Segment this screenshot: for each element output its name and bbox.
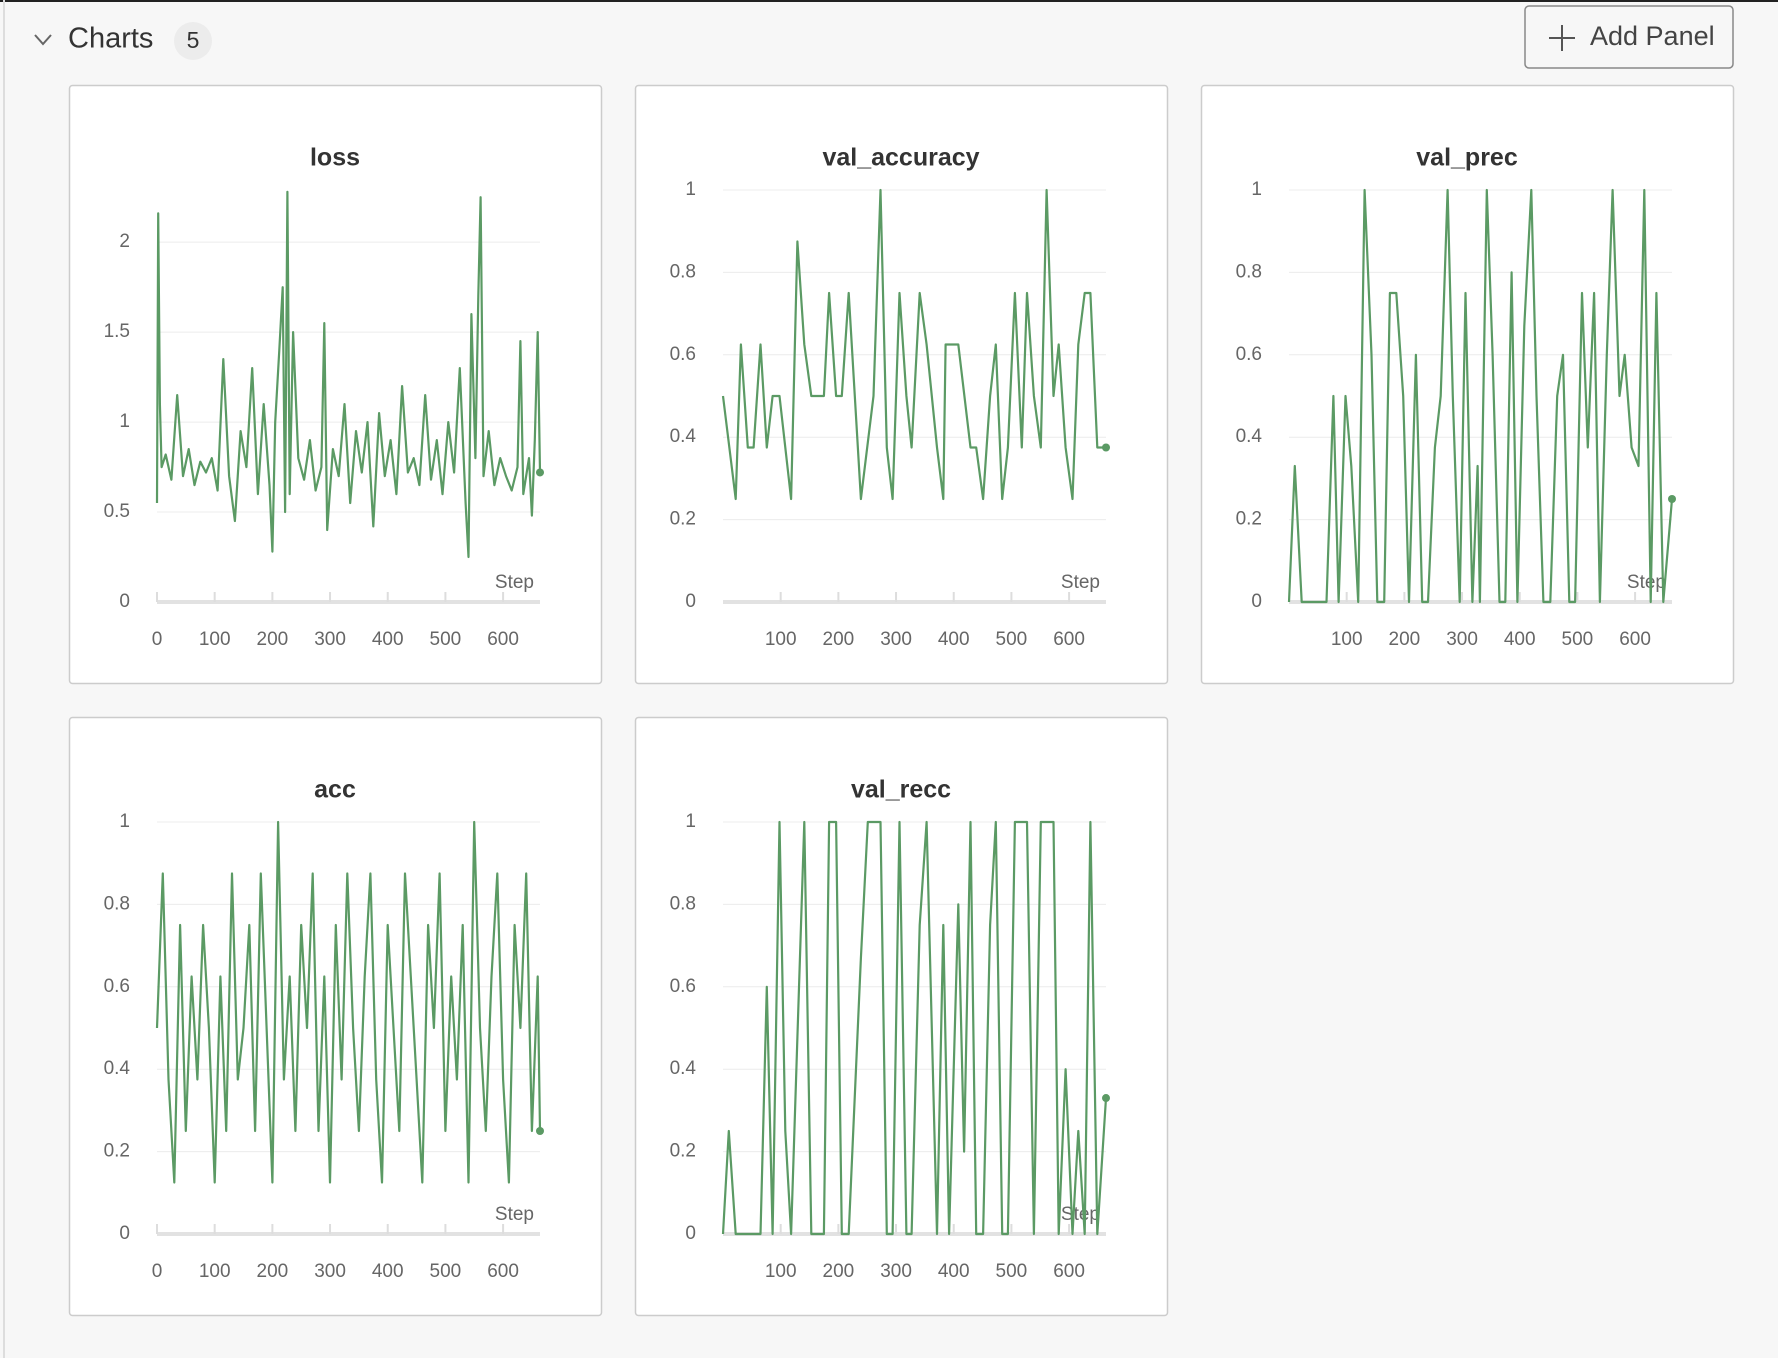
- top-border: [0, 0, 1778, 2]
- chart-panel: val_accuracy 0 0.2 0.4 0.6 0.8 1 100 200 300 400 50…: [634, 84, 1169, 685]
- x-tick-label: 0: [152, 1261, 163, 1282]
- plus-icon: [1549, 25, 1575, 51]
- y-tick-label: 0: [685, 1223, 696, 1244]
- x-axis-label: Step: [1627, 572, 1666, 593]
- y-tick-label: 0.2: [670, 509, 696, 530]
- y-tick-label: 0.2: [104, 1141, 130, 1162]
- y-tick-label: 0: [1251, 591, 1262, 612]
- chart-panel: val_prec 0 0.2 0.4 0.6 0.8 1 100 200 300 400 500 600…: [1200, 84, 1735, 685]
- x-tick-label: 300: [880, 629, 912, 650]
- y-tick-label: 0.2: [670, 1141, 696, 1162]
- y-tick-label: 1.5: [104, 321, 130, 342]
- y-tick-label: 0.4: [670, 1058, 697, 1079]
- last-point: [1102, 1094, 1110, 1103]
- last-point: [536, 1127, 544, 1135]
- series-line: [721, 820, 1108, 1236]
- button-frame[interactable]: [1524, 5, 1734, 69]
- y-tick-label: 0.6: [104, 976, 130, 997]
- y-tick-label: 1: [1251, 179, 1262, 200]
- x-tick-label: 100: [199, 629, 231, 650]
- x-tick-label: 200: [823, 1261, 855, 1282]
- series-line: [155, 820, 542, 1184]
- x-tick-label: 300: [1446, 629, 1478, 650]
- y-tick-label: 0: [119, 1223, 130, 1244]
- y-tick-label: 0.4: [1236, 426, 1263, 447]
- x-axis-label: Step: [495, 1204, 534, 1225]
- x-axis-label: Step: [1061, 1204, 1100, 1225]
- x-tick-label: 100: [765, 1261, 797, 1282]
- y-tick-label: 0.4: [104, 1058, 131, 1079]
- x-tick-label: 400: [938, 629, 970, 650]
- y-tick-label: 1: [685, 179, 696, 200]
- y-tick-label: 0.6: [670, 976, 696, 997]
- count-text: 5: [187, 27, 200, 53]
- chart-title: acc: [314, 776, 356, 804]
- y-tick-label: 1: [119, 811, 130, 832]
- x-tick-label: 100: [199, 1261, 231, 1282]
- panel-frame: [634, 84, 1169, 685]
- y-tick-label: 0.4: [670, 426, 697, 447]
- count-badge: [174, 22, 212, 60]
- button-label[interactable]: Add Panel: [1590, 21, 1715, 51]
- x-tick-label: 300: [314, 629, 346, 650]
- add-panel-button[interactable]: Add Panel: [1524, 5, 1734, 69]
- chart-title: val_recc: [851, 776, 951, 804]
- y-tick-label: 0.2: [1236, 509, 1262, 530]
- series-line: [1287, 188, 1674, 604]
- chart-panel: val_recc 0 0.2 0.4 0.6 0.8 1 100 200 300 400 500 600…: [634, 716, 1169, 1317]
- x-tick-label: 500: [996, 629, 1028, 650]
- y-tick-label: 0.6: [670, 344, 696, 365]
- y-tick-label: 1: [685, 811, 696, 832]
- x-tick-label: 500: [1562, 629, 1594, 650]
- chart-panel: acc 0 0.2 0.4 0.6 0.8 1 0 100 200 300 400 500 600 Step: [68, 716, 603, 1317]
- y-tick-label: 0.8: [104, 893, 130, 914]
- x-tick-label: 0: [152, 629, 163, 650]
- y-tick-label: 0.6: [1236, 344, 1262, 365]
- chart-title: val_accuracy: [822, 144, 979, 172]
- series-line: [721, 188, 1106, 501]
- y-tick-label: 0.8: [1236, 261, 1262, 282]
- x-tick-label: 400: [1504, 629, 1536, 650]
- y-tick-label: 2: [119, 231, 130, 252]
- x-tick-label: 400: [372, 629, 404, 650]
- chart-title: loss: [310, 144, 360, 172]
- y-tick-label: 0.5: [104, 501, 130, 522]
- last-point: [1668, 495, 1676, 503]
- y-tick-label: 1: [119, 411, 130, 432]
- series-line: [155, 190, 542, 559]
- section-title: Charts: [68, 23, 153, 55]
- chart-title: val_prec: [1416, 144, 1518, 172]
- x-tick-label: 600: [1619, 629, 1651, 650]
- x-tick-label: 500: [430, 1261, 462, 1282]
- y-tick-label: 0.8: [670, 261, 696, 282]
- x-tick-label: 300: [880, 1261, 912, 1282]
- y-tick-label: 0: [685, 591, 696, 612]
- left-border: [3, 0, 5, 1358]
- collapse-chevron[interactable]: [34, 34, 52, 46]
- x-tick-label: 500: [430, 629, 462, 650]
- y-tick-label: 0.8: [670, 893, 696, 914]
- x-tick-label: 600: [487, 1261, 519, 1282]
- x-axis-label: Step: [1061, 572, 1100, 593]
- x-tick-label: 300: [314, 1261, 346, 1282]
- x-axis-label: Step: [495, 572, 534, 593]
- x-tick-label: 200: [1389, 629, 1421, 650]
- x-tick-label: 500: [996, 1261, 1028, 1282]
- x-tick-label: 100: [765, 629, 797, 650]
- x-tick-label: 200: [257, 629, 289, 650]
- x-tick-label: 100: [1331, 629, 1363, 650]
- x-tick-label: 400: [938, 1261, 970, 1282]
- x-tick-label: 600: [1053, 1261, 1085, 1282]
- x-tick-label: 200: [257, 1261, 289, 1282]
- last-point: [1102, 443, 1110, 452]
- x-tick-label: 600: [1053, 629, 1085, 650]
- x-tick-label: 200: [823, 629, 855, 650]
- chart-panel: loss 0 0.5 1 1.5 2 0 100 200 300 400 500 600 Step: [68, 84, 603, 685]
- x-tick-label: 400: [372, 1261, 404, 1282]
- last-point: [536, 468, 544, 477]
- y-tick-label: 0: [119, 591, 130, 612]
- x-tick-label: 600: [487, 629, 519, 650]
